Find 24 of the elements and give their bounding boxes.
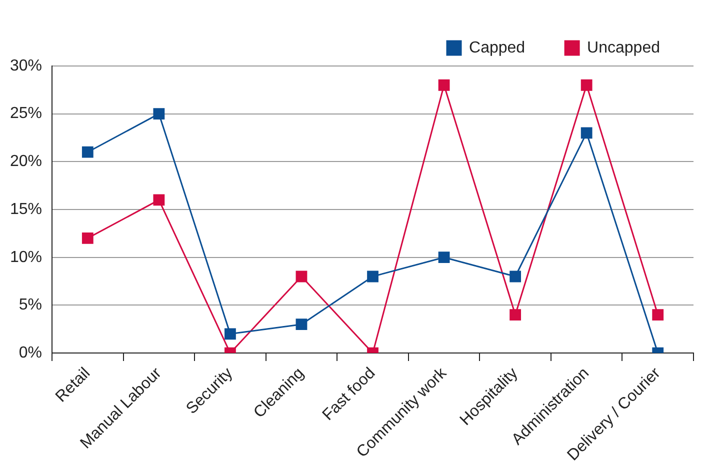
point bbox=[296, 270, 308, 282]
point bbox=[580, 127, 592, 139]
y-tick-label: 15% bbox=[10, 200, 42, 218]
point bbox=[652, 309, 664, 320]
y-tick-label: 0% bbox=[18, 344, 42, 362]
y-tick-label: 5% bbox=[18, 296, 42, 314]
point bbox=[510, 270, 522, 282]
y-tick-label: 30% bbox=[10, 57, 42, 74]
point bbox=[510, 309, 522, 320]
point bbox=[438, 252, 450, 264]
point bbox=[82, 232, 94, 244]
legend-label: Capped bbox=[469, 39, 526, 56]
point bbox=[296, 318, 308, 330]
y-tick-label: 25% bbox=[10, 105, 42, 122]
point bbox=[153, 194, 165, 206]
y-tick-label: 20% bbox=[10, 153, 42, 170]
point bbox=[82, 146, 94, 158]
y-tick-label: 10% bbox=[10, 248, 42, 266]
point bbox=[580, 79, 592, 91]
point bbox=[224, 328, 236, 340]
legend-label: Uncapped bbox=[587, 39, 660, 56]
point bbox=[367, 270, 378, 282]
point bbox=[438, 79, 450, 91]
point bbox=[153, 108, 165, 120]
